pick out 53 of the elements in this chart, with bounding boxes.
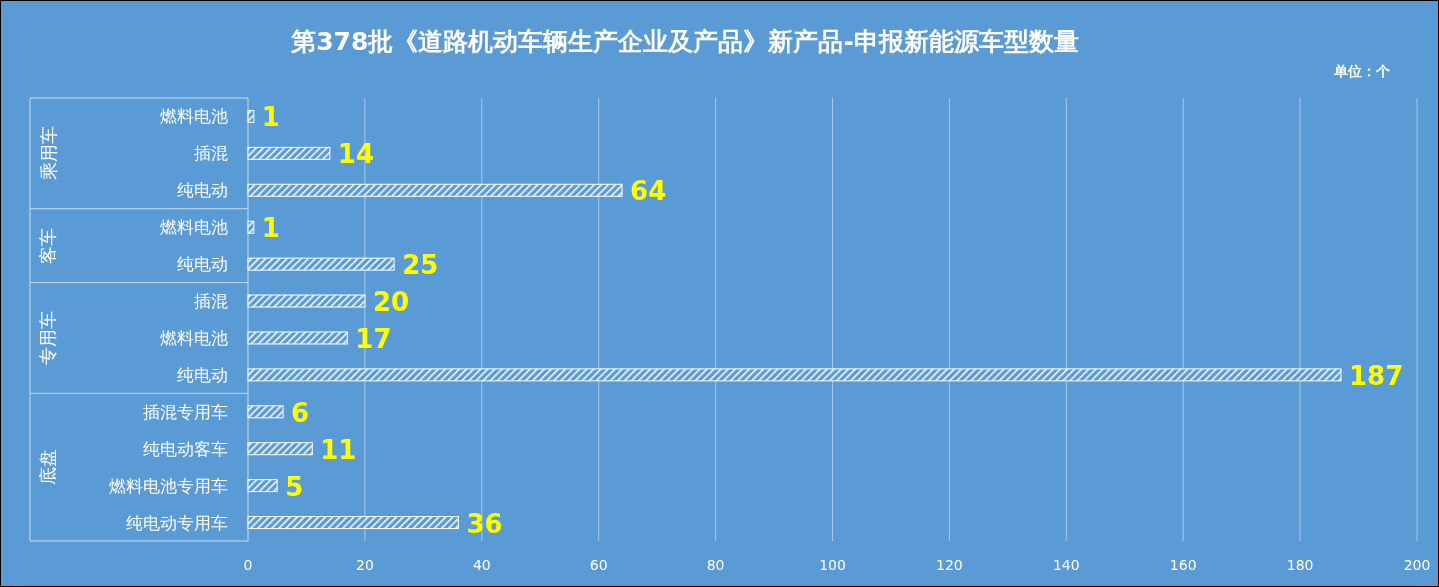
x-tick-label: 0 bbox=[243, 557, 253, 573]
y-tick-label: 纯电动 bbox=[177, 254, 228, 275]
x-tick-label: 60 bbox=[589, 557, 608, 573]
text: 客车 bbox=[37, 227, 59, 264]
x-tick-label: 40 bbox=[472, 557, 491, 573]
x-tick-label: 180 bbox=[1286, 557, 1314, 573]
x-tick-label: 120 bbox=[936, 557, 963, 573]
data-label: 17 bbox=[355, 323, 392, 354]
data-label: 36 bbox=[466, 508, 503, 539]
data-label: 64 bbox=[630, 176, 667, 207]
y-tick-label: 燃料电池 bbox=[160, 106, 228, 127]
text: 乘用车 bbox=[37, 126, 59, 181]
bar bbox=[247, 294, 366, 308]
y-tick-label: 插混 bbox=[194, 143, 228, 164]
y-tick-label: 燃料电池 bbox=[160, 217, 228, 238]
bar bbox=[247, 368, 1342, 382]
bar bbox=[247, 516, 459, 530]
text: 专用车 bbox=[37, 310, 59, 365]
chart-title: 第378批《道路机动车辆生产企业及产品》新产品-申报新能源车型数量 bbox=[290, 27, 1079, 56]
x-tick-label: 160 bbox=[1169, 557, 1197, 573]
text: 底盘 bbox=[37, 449, 59, 486]
y-tick-label: 纯电动 bbox=[177, 180, 228, 201]
data-label: 20 bbox=[372, 287, 410, 318]
bar bbox=[247, 146, 331, 160]
y-tick-label: 纯电动客车 bbox=[143, 438, 228, 459]
bar bbox=[247, 442, 313, 456]
data-label: 1 bbox=[261, 102, 280, 133]
y-tick-label: 插混 bbox=[194, 291, 228, 312]
data-label: 6 bbox=[291, 397, 310, 428]
bar bbox=[247, 183, 623, 197]
x-tick-label: 80 bbox=[706, 557, 725, 573]
y-tick-label: 燃料电池 bbox=[160, 327, 228, 348]
y-tick-label: 纯电动 bbox=[177, 364, 228, 385]
x-tick-label: 200 bbox=[1403, 557, 1431, 573]
bar bbox=[247, 109, 255, 123]
bar bbox=[247, 331, 348, 345]
bar bbox=[247, 479, 278, 493]
y-tick-label: 纯电动专用车 bbox=[126, 512, 228, 533]
x-tick-label: 140 bbox=[1052, 557, 1080, 573]
y-tick-label: 插混专用车 bbox=[143, 401, 228, 422]
x-tick-label: 20 bbox=[355, 557, 374, 573]
bar bbox=[247, 257, 395, 271]
data-label: 25 bbox=[402, 250, 439, 281]
bar bbox=[247, 405, 284, 419]
data-label: 11 bbox=[320, 434, 357, 465]
text: 单位：个 bbox=[1333, 63, 1391, 79]
y-tick-label: 燃料电池专用车 bbox=[109, 475, 228, 496]
data-label: 14 bbox=[337, 139, 375, 170]
bar bbox=[247, 220, 255, 234]
data-label: 1 bbox=[261, 213, 280, 244]
x-tick-label: 100 bbox=[819, 557, 846, 573]
data-label: 187 bbox=[1349, 360, 1404, 391]
data-label: 5 bbox=[285, 471, 304, 502]
